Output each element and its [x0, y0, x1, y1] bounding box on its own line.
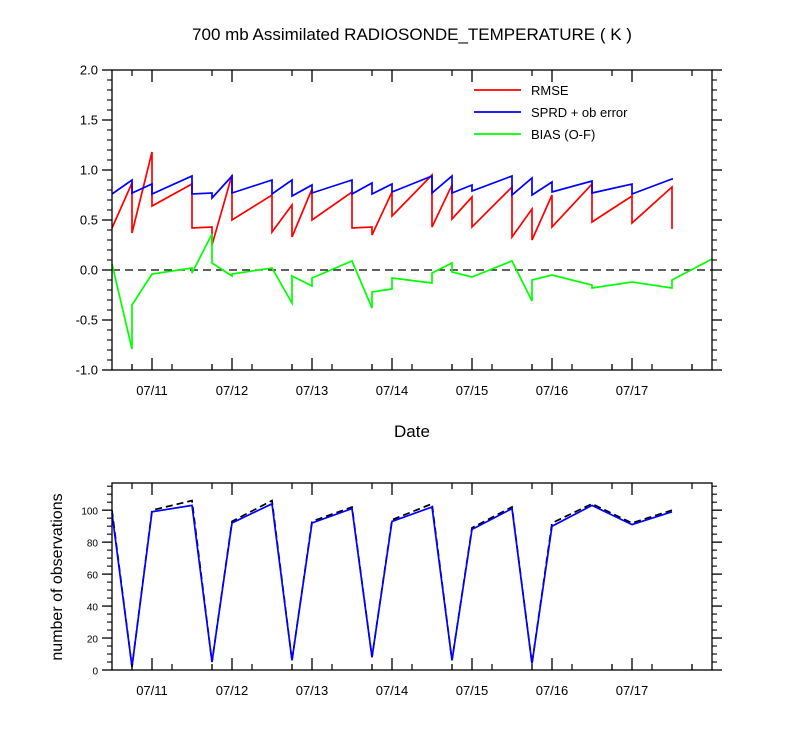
bottom-series-1-line [111, 502, 673, 667]
top-y-tick-label: 0.5 [80, 213, 98, 228]
top-y-tick-label: -1.0 [76, 363, 98, 378]
legend-label: SPRD + ob error [531, 105, 628, 120]
top-chart: 700 mb Assimilated RADIOSONDE_TEMPERATUR… [76, 25, 722, 441]
bottom-y-tick-label: 60 [87, 571, 99, 582]
top-x-tick-label: 07/16 [536, 383, 569, 398]
top-y-tick-label: 2.0 [80, 63, 98, 78]
bottom-y-tick-label: 20 [87, 635, 99, 646]
top-y-tick-label: -0.5 [76, 313, 98, 328]
bottom-x-tick-label: 07/15 [456, 683, 489, 698]
top-y-tick-label: 0.0 [80, 263, 98, 278]
top-y-tick-label: 1.0 [80, 163, 98, 178]
legend-label: RMSE [531, 83, 569, 98]
bottom-x-tick-label: 07/14 [376, 683, 409, 698]
bottom-y-tick-label: 40 [87, 603, 99, 614]
top-sprd-ob-error-line [111, 173, 673, 201]
y-axis-title: number of observations [49, 493, 66, 660]
top-x-tick-label: 07/14 [376, 383, 409, 398]
top-rmse-line [111, 151, 673, 246]
x-axis-title: Date [394, 422, 430, 441]
chart-title: 700 mb Assimilated RADIOSONDE_TEMPERATUR… [192, 25, 632, 44]
bottom-x-tick-label: 07/12 [216, 683, 249, 698]
legend: RMSE SPRD + ob error BIAS (O-F) [474, 83, 628, 142]
top-x-tick-label: 07/15 [456, 383, 489, 398]
bottom-chart: number of observations 07/11 07/12 07/13 07… [49, 482, 722, 698]
top-bias-o-f-line [111, 233, 713, 350]
bottom-x-tick-label: 07/11 [136, 683, 168, 698]
bottom-y-tick-label: 80 [87, 539, 99, 550]
legend-label: BIAS (O-F) [531, 127, 595, 142]
bottom-x-tick-label: 07/13 [296, 683, 329, 698]
bottom-y-tick-label: 0 [92, 667, 98, 678]
bottom-x-tick-label: 07/16 [536, 683, 569, 698]
top-x-tick-label: 07/12 [216, 383, 249, 398]
top-x-tick-label: 07/13 [296, 383, 329, 398]
bottom-x-tick-label: 07/17 [616, 683, 649, 698]
top-x-tick-label: 07/17 [616, 383, 649, 398]
top-x-tick-label: 07/11 [136, 383, 168, 398]
bottom-y-tick-label: 100 [81, 507, 98, 518]
top-y-tick-label: 1.5 [80, 113, 98, 128]
